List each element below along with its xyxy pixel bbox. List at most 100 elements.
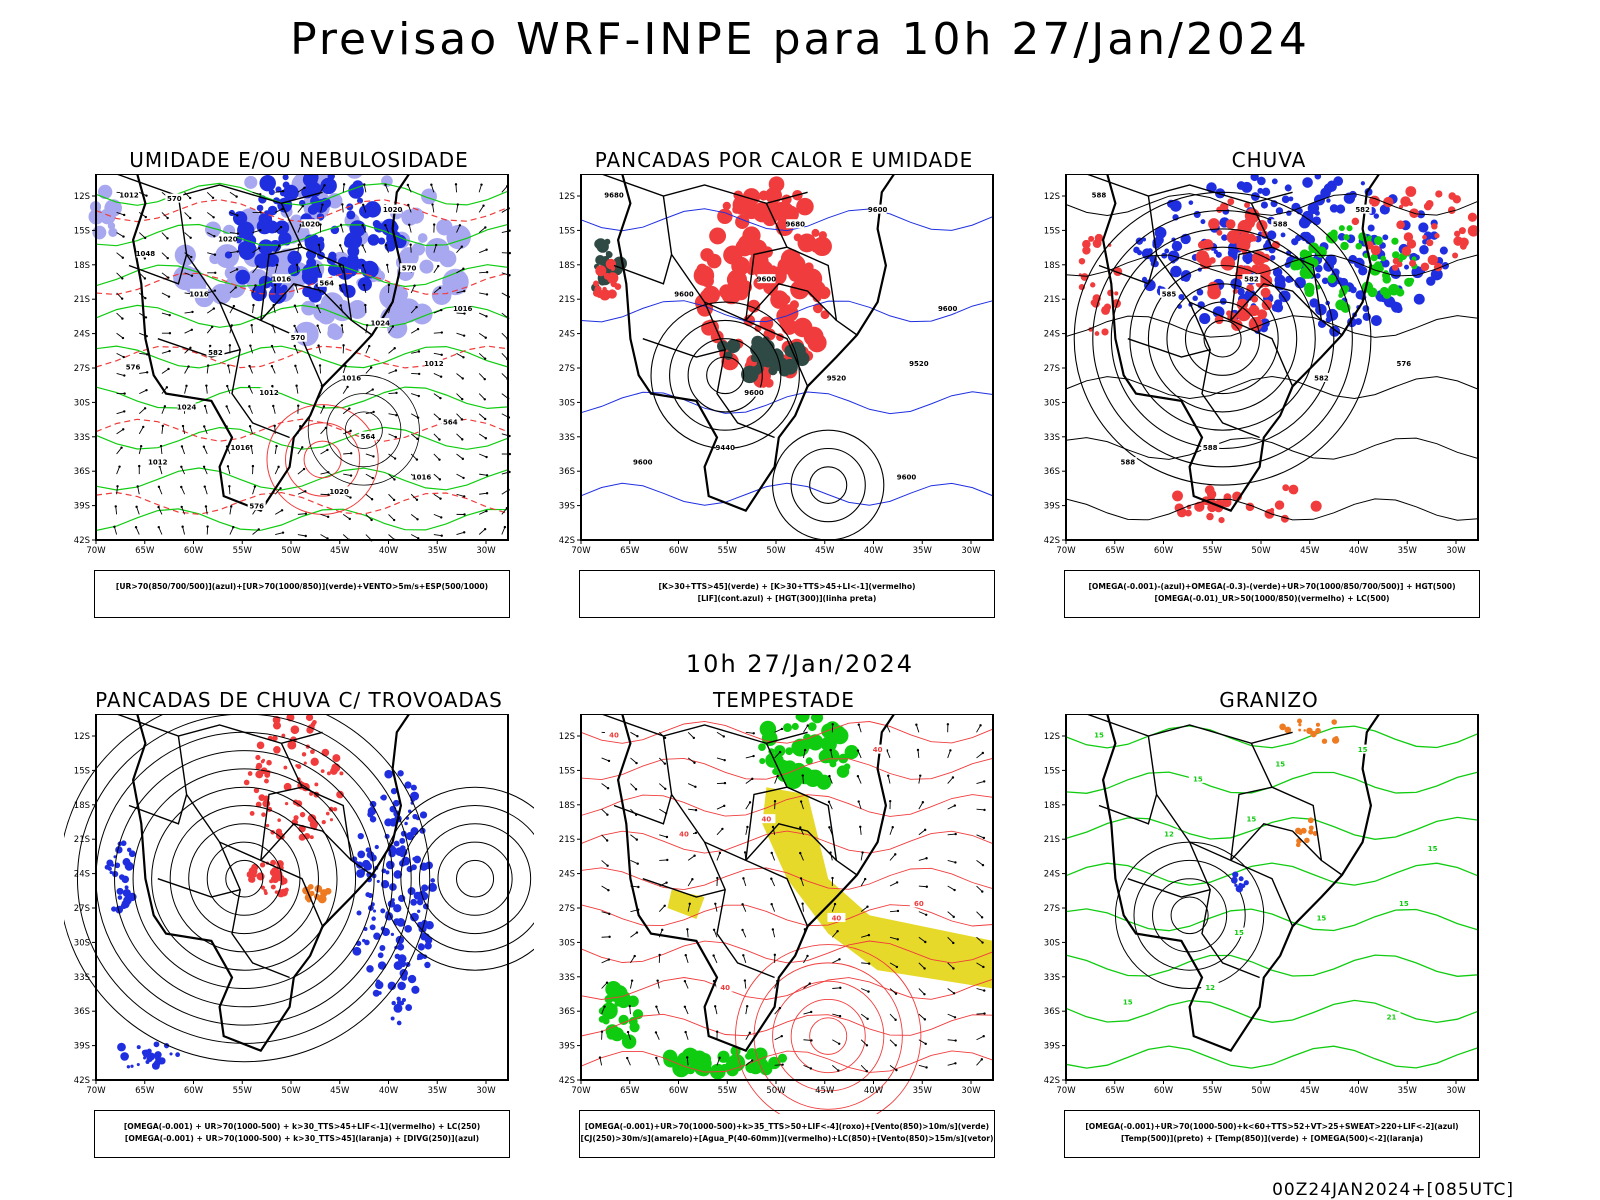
wind-arrow [508,452,512,456]
divergence-area-blue [362,938,366,943]
temperature-850-contour [1065,862,1479,886]
humidity-area-light [421,188,437,205]
humidity-area-blue [251,285,267,302]
label-bg [1353,204,1372,214]
divergence-area-blue [365,892,371,898]
wind-arrow [203,466,208,475]
wind-arrow [460,245,464,248]
wind-vector [831,723,834,726]
water-contour [580,1050,994,1073]
label-bg [190,288,208,298]
contour-label: 582 [1314,374,1329,382]
panel-legend: [K>30+TTS>45](verde) + [K>30+TTS>45+LI<-… [579,570,995,618]
wind-vector [658,783,666,790]
contour-label: 570 [167,195,182,203]
label-bg [441,416,460,426]
wind-arrow [463,289,466,293]
wind-arrow [364,303,367,307]
wind-arrow [249,345,253,354]
wind-area-green [807,769,824,786]
wind-arrow [349,474,353,477]
plot-frame [1065,714,1479,1081]
wind-vector [976,885,983,892]
omega-area-orange [1321,738,1328,744]
wind-arrow [116,373,125,376]
lat-tick-label: 18S [1044,801,1060,811]
wind-arrow [138,446,142,455]
label-bg [330,486,349,496]
contour-label: 12 [1164,830,1174,838]
panel-title: GRANIZO [1219,688,1319,712]
wind-arrow [280,509,284,512]
lat-tick-label: 18S [559,801,575,811]
panel-legend: [OMEGA(-0.001)+UR>70(1000-500)+k<60+TTS>… [1064,1110,1480,1158]
country-border [260,823,352,861]
lon-tick-label: 65W [135,1086,155,1096]
streamline [151,786,338,971]
wind-arrow [317,325,321,334]
wind-vector [831,930,838,938]
wind-arrow [204,405,208,414]
wind-vector [806,724,809,727]
wind-arrow [438,417,441,421]
lat-tick-label: 18S [74,801,90,811]
humidity-area-blue [275,186,282,193]
lat-tick-label: 33S [1044,973,1060,983]
instability-area-dark [758,339,767,347]
rain-area-red [1244,202,1250,209]
wind-arrow [316,264,320,267]
divergence-area-blue [391,1000,396,1006]
divergence-area-blue [357,832,364,840]
divergence-area-blue [357,850,366,859]
instability-area-red [800,286,810,296]
divergence-area-blue [154,1051,162,1059]
divergence-area-blue [410,827,419,836]
rain-area-red [1246,233,1254,242]
wind-vector [925,857,928,860]
wind-arrow [297,187,305,193]
wind-arrow [252,266,258,274]
divergence-area-blue [417,909,421,913]
wind-arrow [228,486,231,495]
wind-arrow [316,324,319,327]
wind-vector [743,878,747,887]
wind-arrow [203,446,208,455]
hail-area-blue [1235,885,1243,893]
wind-arrow [463,531,466,534]
divergence-area-blue [112,870,119,878]
coastline [1101,174,1381,513]
wind-arrow [408,224,412,233]
wind-arrow [456,246,463,253]
lat-tick-label: 21S [559,835,575,845]
wind-arrow [433,332,442,334]
divergence-area-blue [405,1004,413,1011]
wind-area-green [768,1056,781,1070]
wind-arrow [320,185,325,193]
wind-arrow [184,232,191,239]
lat-tick-label: 12S [559,192,575,202]
divergence-area-blue [376,879,380,883]
wind-arrow [206,326,213,334]
wind-vector [947,911,955,918]
wind-vector [803,983,811,989]
wind-area-green [629,1022,640,1033]
omega-area-blue [1200,219,1206,225]
wind-vector [860,1039,868,1046]
wind-vector [915,723,918,726]
wind-vector [655,1057,660,1066]
divergence-area-blue [111,906,117,912]
wind-arrow [323,184,326,187]
contour-label: 1016 [412,473,432,481]
wind-arrow [294,305,299,314]
wind-arrow [456,393,463,400]
wind-arrow [157,485,161,489]
thunder-area-red [243,779,250,786]
label-bg [231,442,250,452]
omega-area-blue [1261,187,1271,197]
wind-arrow [134,525,138,529]
wind-arrow [226,406,231,414]
wind-vector [980,916,984,919]
wind-vector [980,1058,984,1061]
wind-arrow [482,204,485,207]
divergence-area-blue [417,943,425,951]
